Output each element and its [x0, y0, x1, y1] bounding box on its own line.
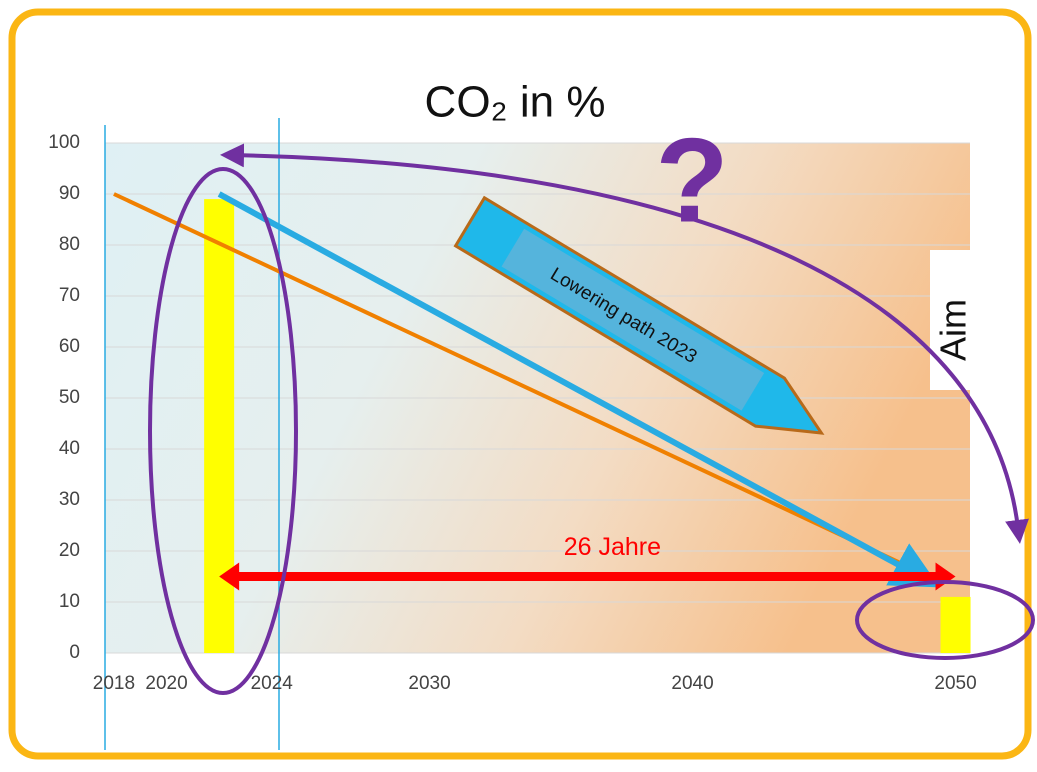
- span-arrowhead: [219, 562, 240, 591]
- x-tick-label: 2050: [934, 673, 976, 694]
- bar: [940, 596, 971, 653]
- y-tick-label: 20: [59, 540, 80, 561]
- y-tick-label: 90: [59, 183, 80, 204]
- y-tick-label: 80: [59, 234, 80, 255]
- x-tick-label: 2040: [671, 673, 713, 694]
- pencil-label-band: [501, 228, 765, 411]
- y-tick-label: 100: [48, 132, 80, 153]
- pencil: Lowering path 2023: [453, 195, 825, 435]
- y-tick-label: 0: [69, 642, 80, 663]
- curved-arrow: [220, 143, 1029, 544]
- x-tick-label: 2018: [93, 673, 135, 694]
- bar: [204, 199, 235, 653]
- y-tick-label: 30: [59, 489, 80, 510]
- x-tick-label: 2020: [145, 673, 187, 694]
- question-mark: ?: [655, 114, 728, 248]
- chart-title: CO₂ in %: [425, 78, 606, 127]
- highlight-ellipse: [855, 580, 1035, 660]
- y-tick-label: 60: [59, 336, 80, 357]
- y-tick-label: 70: [59, 285, 80, 306]
- y-tick-label: 40: [59, 438, 80, 459]
- x-tick-label: 2030: [408, 673, 450, 694]
- y-tick-label: 50: [59, 387, 80, 408]
- aim-label: Aim: [933, 299, 974, 361]
- span-label: 26 Jahre: [564, 533, 661, 561]
- x-tick-label: 2024: [251, 673, 294, 694]
- y-tick-label: 10: [59, 591, 80, 612]
